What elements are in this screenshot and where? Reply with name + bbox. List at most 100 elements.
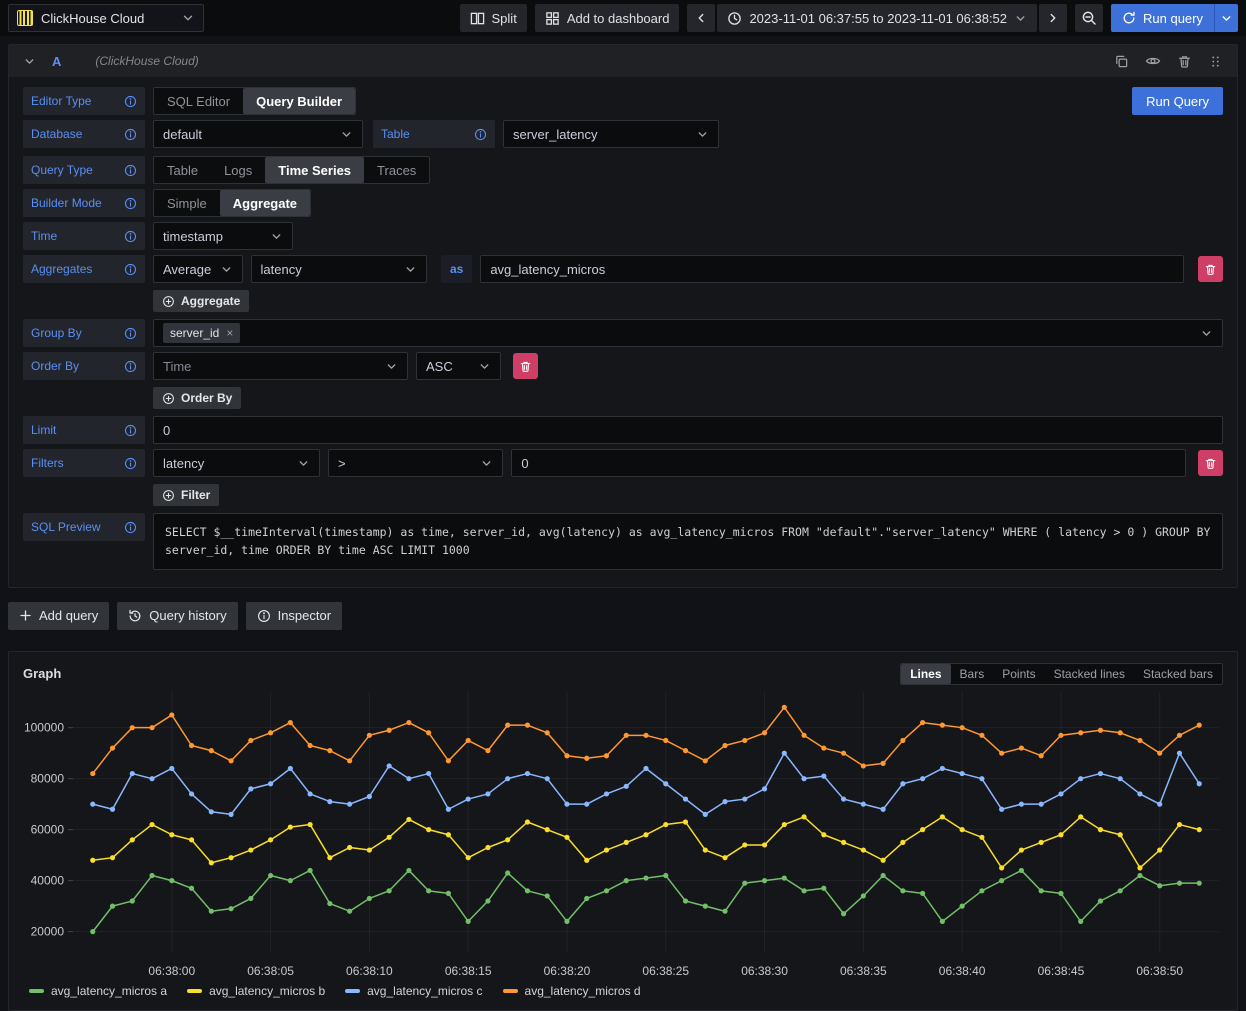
data-point[interactable]: [1078, 776, 1083, 781]
data-point[interactable]: [900, 840, 905, 845]
data-point[interactable]: [327, 799, 332, 804]
data-point[interactable]: [545, 893, 550, 898]
data-point[interactable]: [525, 888, 530, 893]
data-point[interactable]: [1019, 847, 1024, 852]
time-shift-forward-button[interactable]: [1039, 4, 1067, 32]
data-point[interactable]: [387, 834, 392, 839]
series-line[interactable]: [93, 707, 1199, 773]
remove-filter-button[interactable]: [1198, 450, 1223, 476]
query-row-header[interactable]: A (ClickHouse Cloud): [9, 45, 1237, 77]
info-icon[interactable]: [124, 360, 137, 373]
data-point[interactable]: [782, 704, 787, 709]
data-point[interactable]: [624, 840, 629, 845]
data-point[interactable]: [288, 878, 293, 883]
info-icon[interactable]: [124, 521, 137, 534]
graph-mode-stacked-bars[interactable]: Stacked bars: [1134, 664, 1222, 684]
time-shift-back-button[interactable]: [687, 4, 715, 32]
data-point[interactable]: [1137, 865, 1142, 870]
data-point[interactable]: [90, 771, 95, 776]
data-point[interactable]: [742, 880, 747, 885]
data-point[interactable]: [1058, 832, 1063, 837]
query-type-option-time-series[interactable]: Time Series: [265, 157, 364, 183]
data-point[interactable]: [387, 888, 392, 893]
data-point[interactable]: [169, 712, 174, 717]
data-point[interactable]: [1098, 898, 1103, 903]
info-icon[interactable]: [124, 197, 137, 210]
data-point[interactable]: [406, 776, 411, 781]
data-point[interactable]: [288, 824, 293, 829]
data-point[interactable]: [189, 791, 194, 796]
data-point[interactable]: [209, 860, 214, 865]
data-point[interactable]: [248, 738, 253, 743]
drag-handle-icon[interactable]: [1208, 54, 1223, 69]
data-point[interactable]: [841, 840, 846, 845]
data-point[interactable]: [110, 903, 115, 908]
query-type-option-traces[interactable]: Traces: [364, 157, 429, 183]
zoom-out-time-button[interactable]: [1075, 4, 1103, 32]
data-point[interactable]: [900, 781, 905, 786]
data-point[interactable]: [1078, 814, 1083, 819]
time-column-select[interactable]: timestamp: [153, 222, 293, 250]
data-point[interactable]: [940, 919, 945, 924]
info-icon[interactable]: [124, 327, 137, 340]
add-filter-button[interactable]: Filter: [153, 484, 219, 506]
data-point[interactable]: [347, 908, 352, 913]
add-aggregate-button[interactable]: Aggregate: [153, 290, 249, 312]
data-point[interactable]: [861, 801, 866, 806]
data-point[interactable]: [466, 738, 471, 743]
aggregate-function-select[interactable]: Average: [153, 255, 243, 283]
data-point[interactable]: [90, 801, 95, 806]
legend-item[interactable]: avg_latency_micros a: [29, 984, 167, 998]
data-point[interactable]: [426, 771, 431, 776]
data-point[interactable]: [1157, 750, 1162, 755]
data-point[interactable]: [130, 771, 135, 776]
data-point[interactable]: [1197, 880, 1202, 885]
data-point[interactable]: [722, 799, 727, 804]
datasource-picker[interactable]: ClickHouse Cloud: [8, 4, 204, 32]
info-icon[interactable]: [124, 263, 137, 276]
data-point[interactable]: [960, 771, 965, 776]
builder-mode-option-aggregate[interactable]: Aggregate: [220, 190, 310, 216]
editor-type-option-sql-editor[interactable]: SQL Editor: [154, 88, 243, 114]
data-point[interactable]: [703, 812, 708, 817]
data-point[interactable]: [149, 822, 154, 827]
info-icon[interactable]: [474, 128, 487, 141]
data-point[interactable]: [861, 893, 866, 898]
data-point[interactable]: [742, 842, 747, 847]
collapse-chevron-icon[interactable]: [23, 55, 36, 68]
data-point[interactable]: [90, 857, 95, 862]
data-point[interactable]: [1137, 738, 1142, 743]
data-point[interactable]: [149, 873, 154, 878]
data-point[interactable]: [1078, 919, 1083, 924]
data-point[interactable]: [130, 898, 135, 903]
builder-mode-option-simple[interactable]: Simple: [154, 190, 220, 216]
aggregate-column-select[interactable]: latency: [251, 255, 427, 283]
data-point[interactable]: [1058, 733, 1063, 738]
filter-value-input[interactable]: [511, 449, 1186, 477]
data-point[interactable]: [742, 796, 747, 801]
data-point[interactable]: [801, 776, 806, 781]
series-line[interactable]: [93, 753, 1199, 814]
data-point[interactable]: [288, 720, 293, 725]
data-point[interactable]: [604, 753, 609, 758]
graph-mode-bars[interactable]: Bars: [951, 664, 994, 684]
data-point[interactable]: [584, 896, 589, 901]
data-point[interactable]: [406, 817, 411, 822]
time-range-picker[interactable]: 2023-11-01 06:37:55 to 2023-11-01 06:38:…: [717, 4, 1037, 32]
data-point[interactable]: [604, 888, 609, 893]
data-point[interactable]: [1157, 847, 1162, 852]
info-icon[interactable]: [124, 95, 137, 108]
data-point[interactable]: [920, 720, 925, 725]
data-point[interactable]: [189, 885, 194, 890]
data-point[interactable]: [801, 888, 806, 893]
data-point[interactable]: [940, 814, 945, 819]
data-point[interactable]: [782, 822, 787, 827]
info-icon[interactable]: [124, 128, 137, 141]
series-line[interactable]: [93, 817, 1199, 868]
group-by-chip[interactable]: server_id ×: [163, 323, 240, 343]
data-point[interactable]: [999, 806, 1004, 811]
data-point[interactable]: [881, 857, 886, 862]
data-point[interactable]: [1019, 868, 1024, 873]
data-point[interactable]: [999, 865, 1004, 870]
data-point[interactable]: [1137, 791, 1142, 796]
